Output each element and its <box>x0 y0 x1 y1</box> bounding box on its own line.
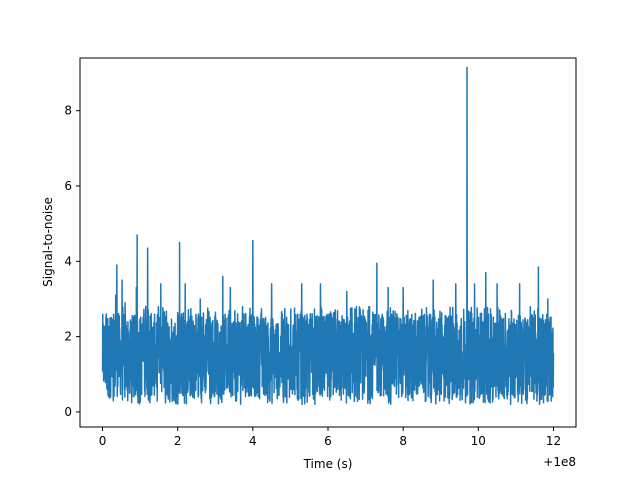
x-tick-label: 6 <box>324 434 332 448</box>
y-axis-label: Signal-to-noise <box>41 197 55 287</box>
signal-to-noise-line <box>101 66 555 406</box>
y-tick-label: 2 <box>64 330 72 344</box>
y-tick-label: 8 <box>64 104 72 118</box>
x-tick-label: 10 <box>471 434 486 448</box>
x-tick-label: 2 <box>174 434 182 448</box>
x-tick-label: 12 <box>546 434 561 448</box>
y-tick-label: 0 <box>64 405 72 419</box>
y-axis-ticks: 0 2 4 6 8 <box>64 104 80 419</box>
x-tick-label: 0 <box>99 434 107 448</box>
x-axis-ticks: 0 2 4 6 8 10 12 <box>99 427 561 448</box>
x-tick-label: 8 <box>399 434 407 448</box>
x-axis-label: Time (s) <box>303 457 353 471</box>
series-layer <box>101 66 555 406</box>
y-tick-label: 4 <box>64 254 72 268</box>
x-tick-label: 4 <box>249 434 257 448</box>
x-offset-label: +1e8 <box>543 455 576 469</box>
y-tick-label: 6 <box>64 179 72 193</box>
